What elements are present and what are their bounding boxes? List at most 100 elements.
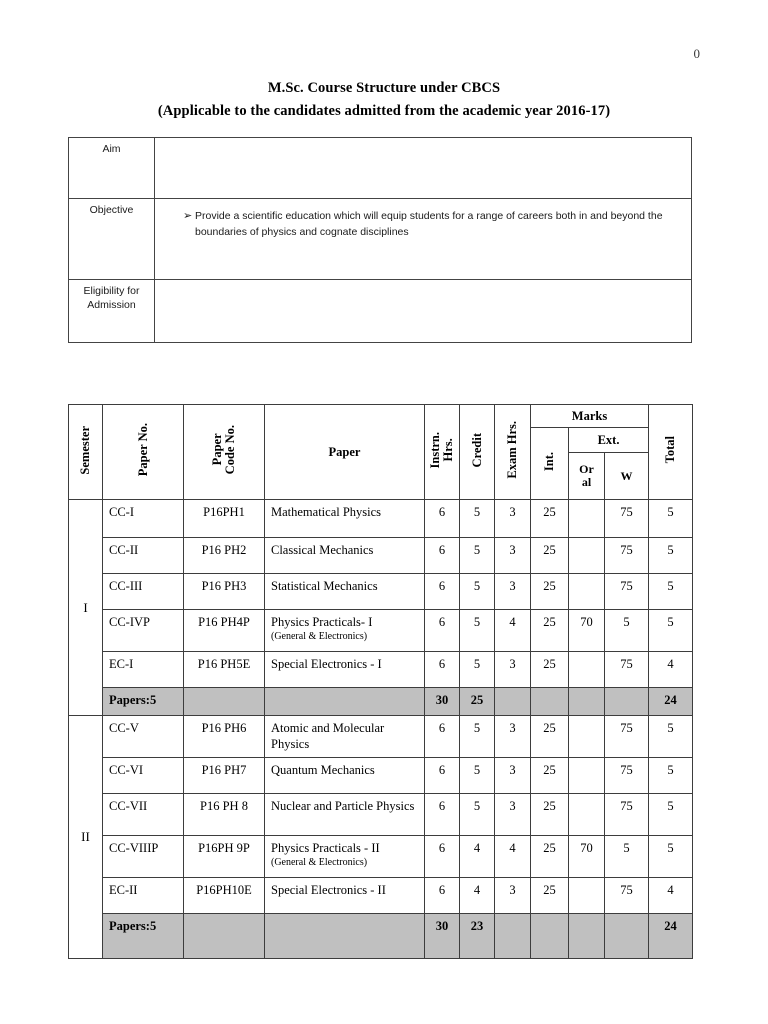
cell-written: 75 bbox=[604, 793, 649, 836]
summary-label: Papers:5 bbox=[102, 687, 184, 716]
table-row: EC-II P16PH10E Special Electronics - II … bbox=[69, 877, 693, 914]
cell-total: 4 bbox=[648, 651, 693, 688]
cell-total: 5 bbox=[648, 537, 693, 574]
cell-oral bbox=[568, 793, 605, 836]
table-row-summary: Papers:5 30 23 24 bbox=[69, 913, 693, 959]
cell-exam-hrs: 3 bbox=[494, 877, 531, 914]
page-title: M.Sc. Course Structure under CBCS (Appli… bbox=[0, 78, 768, 121]
summary-total: 24 bbox=[648, 687, 693, 716]
cell-paper-no: CC-VIIIP bbox=[102, 835, 184, 878]
table-row: CC-VIIIP P16PH 9P Physics Practicals - I… bbox=[69, 835, 693, 878]
summary-oral bbox=[568, 687, 605, 716]
summary-blank-paper bbox=[264, 913, 425, 959]
cell-internal: 25 bbox=[530, 499, 569, 538]
summary-written bbox=[604, 913, 649, 959]
table-row: CC-II P16 PH2 Classical Mechanics 6 5 3 … bbox=[69, 537, 693, 574]
cell-instrn-hrs: 6 bbox=[424, 757, 460, 794]
column-header-instrn-hrs: Instrn. Hrs. bbox=[424, 404, 460, 500]
table-row: CC-IVP P16 PH4P Physics Practicals- I (G… bbox=[69, 609, 693, 652]
course-structure-table: Semester Paper No. Paper Code No. Paper … bbox=[68, 404, 693, 959]
cell-instrn-hrs: 6 bbox=[424, 715, 460, 758]
list-item: ➢ Provide a scientific education which w… bbox=[161, 203, 685, 240]
info-value-eligibility bbox=[154, 279, 692, 343]
summary-total: 24 bbox=[648, 913, 693, 959]
objective-text: Provide a scientific education which wil… bbox=[195, 210, 663, 238]
table-row: CC-III P16 PH3 Statistical Mechanics 6 5… bbox=[69, 573, 693, 610]
cell-paper-title: Special Electronics - II bbox=[264, 877, 425, 914]
title-primary: M.Sc. Course Structure under CBCS bbox=[267, 80, 501, 96]
table-row-objective: Objective ➢ Provide a scientific educati… bbox=[68, 198, 692, 280]
cell-total: 5 bbox=[648, 835, 693, 878]
info-value-objective: ➢ Provide a scientific education which w… bbox=[154, 198, 692, 280]
semester-label-2: II bbox=[68, 715, 103, 959]
cell-paper-no: EC-I bbox=[102, 651, 184, 688]
cell-instrn-hrs: 6 bbox=[424, 573, 460, 610]
paper-title-note: (General & Electronics) bbox=[271, 631, 368, 642]
cell-exam-hrs: 4 bbox=[494, 609, 531, 652]
cell-paper-code: P16 PH3 bbox=[183, 573, 265, 610]
summary-credit: 25 bbox=[459, 687, 495, 716]
cell-oral bbox=[568, 537, 605, 574]
cell-paper-no: CC-VII bbox=[102, 793, 184, 836]
cell-instrn-hrs: 6 bbox=[424, 651, 460, 688]
info-value-aim bbox=[154, 137, 692, 199]
table-row: CC-VI P16 PH7 Quantum Mechanics 6 5 3 25… bbox=[69, 757, 693, 794]
cell-written: 75 bbox=[604, 499, 649, 538]
summary-written bbox=[604, 687, 649, 716]
column-header-written: W bbox=[604, 452, 649, 500]
cell-paper-code: P16 PH7 bbox=[183, 757, 265, 794]
table-row: EC-I P16 PH5E Special Electronics - I 6 … bbox=[69, 651, 693, 688]
cell-internal: 25 bbox=[530, 793, 569, 836]
column-header-external: Ext. bbox=[568, 427, 649, 453]
cell-oral: 70 bbox=[568, 609, 605, 652]
cell-oral: 70 bbox=[568, 835, 605, 878]
cell-internal: 25 bbox=[530, 651, 569, 688]
cell-exam-hrs: 3 bbox=[494, 573, 531, 610]
cell-paper-no: EC-II bbox=[102, 877, 184, 914]
cell-oral bbox=[568, 573, 605, 610]
cell-written: 75 bbox=[604, 651, 649, 688]
column-header-paper-no: Paper No. bbox=[102, 404, 184, 500]
summary-credit: 23 bbox=[459, 913, 495, 959]
cell-credit: 4 bbox=[459, 835, 495, 878]
cell-total: 5 bbox=[648, 609, 693, 652]
cell-oral bbox=[568, 877, 605, 914]
cell-credit: 5 bbox=[459, 715, 495, 758]
cell-paper-title: Physics Practicals - II (General & Elect… bbox=[264, 835, 425, 878]
cell-paper-title: Statistical Mechanics bbox=[264, 573, 425, 610]
summary-exam-hrs bbox=[494, 913, 531, 959]
table-row: I CC-I P16PH1 Mathematical Physics 6 5 3… bbox=[68, 499, 693, 716]
cell-instrn-hrs: 6 bbox=[424, 499, 460, 538]
summary-blank-paper bbox=[264, 687, 425, 716]
cell-oral bbox=[568, 757, 605, 794]
column-header-internal: Int. bbox=[530, 427, 569, 500]
cell-paper-no: CC-III bbox=[102, 573, 184, 610]
column-header-marks: Marks bbox=[530, 404, 649, 428]
cell-total: 5 bbox=[648, 573, 693, 610]
cell-paper-title: Classical Mechanics bbox=[264, 537, 425, 574]
cell-written: 75 bbox=[604, 877, 649, 914]
cell-credit: 5 bbox=[459, 793, 495, 836]
summary-internal bbox=[530, 687, 569, 716]
cell-paper-title: Nuclear and Particle Physics bbox=[264, 793, 425, 836]
summary-oral bbox=[568, 913, 605, 959]
summary-label: Papers:5 bbox=[102, 913, 184, 959]
cell-credit: 5 bbox=[459, 573, 495, 610]
cell-paper-code: P16PH 9P bbox=[183, 835, 265, 878]
table-row-summary: Papers:5 30 25 24 bbox=[69, 687, 693, 716]
cell-paper-title: Atomic and Molecular Physics bbox=[264, 715, 425, 758]
cell-written: 75 bbox=[604, 757, 649, 794]
arrow-bullet-icon: ➢ bbox=[183, 210, 193, 222]
cell-paper-no: CC-VI bbox=[102, 757, 184, 794]
info-label-eligibility: Eligibility for Admission bbox=[68, 279, 155, 343]
cell-instrn-hrs: 6 bbox=[424, 537, 460, 574]
cell-instrn-hrs: 6 bbox=[424, 835, 460, 878]
cell-oral bbox=[568, 651, 605, 688]
cell-paper-no: CC-I bbox=[102, 499, 184, 538]
cell-internal: 25 bbox=[530, 537, 569, 574]
cell-oral bbox=[568, 715, 605, 758]
cell-paper-no: CC-IVP bbox=[102, 609, 184, 652]
cell-paper-code: P16 PH5E bbox=[183, 651, 265, 688]
program-info-table: Aim Objective ➢ Provide a scientific edu… bbox=[68, 137, 692, 343]
paper-title-note: (General & Electronics) bbox=[271, 857, 368, 868]
